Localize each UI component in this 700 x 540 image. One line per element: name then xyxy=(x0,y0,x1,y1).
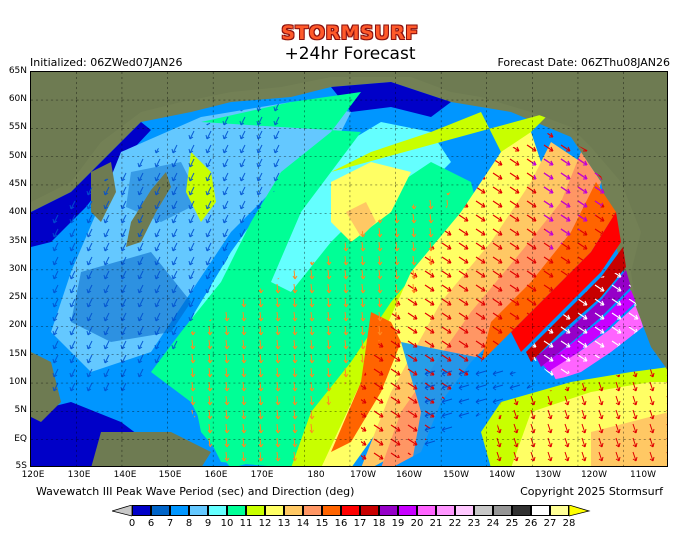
legend-label: 19 xyxy=(391,518,405,529)
legend-swatch xyxy=(189,505,208,516)
legend-label: 12 xyxy=(258,518,272,529)
legend-label: 15 xyxy=(315,518,329,529)
legend-over-arrow xyxy=(569,505,591,517)
lat-label: 20N xyxy=(8,320,27,330)
legend-label: 16 xyxy=(334,518,348,529)
legend-label: 25 xyxy=(505,518,519,529)
legend-label: 6 xyxy=(147,518,155,529)
legend-label: 11 xyxy=(239,518,253,529)
lon-label: 110W xyxy=(629,470,657,480)
lat-label: 25N xyxy=(8,292,27,302)
legend-swatch xyxy=(493,505,512,516)
lat-label: 5S xyxy=(15,461,27,471)
legend-swatch xyxy=(284,505,303,516)
lat-label: 65N xyxy=(8,66,27,76)
legend-swatch xyxy=(455,505,474,516)
lon-label: 120E xyxy=(21,470,45,480)
lon-label: 140E xyxy=(113,470,137,480)
lon-label: 150W xyxy=(442,470,470,480)
legend-label: 20 xyxy=(410,518,424,529)
legend-swatch xyxy=(417,505,436,516)
legend-swatch xyxy=(246,505,265,516)
page-title: +24hr Forecast xyxy=(284,44,416,64)
legend-swatch xyxy=(531,505,550,516)
legend-swatch xyxy=(474,505,493,516)
legend-swatch xyxy=(550,505,569,516)
lat-label: 40N xyxy=(8,207,27,217)
map-canvas xyxy=(31,72,667,466)
legend-swatch xyxy=(398,505,417,516)
legend-under-arrow xyxy=(112,505,132,517)
legend-label: 13 xyxy=(277,518,291,529)
lat-label: 10N xyxy=(8,377,27,387)
lon-label: 160E xyxy=(204,470,228,480)
legend-swatch xyxy=(360,505,379,516)
legend-label: 24 xyxy=(486,518,500,529)
forecast-date: Forecast Date: 06ZThu08JAN26 xyxy=(497,56,670,69)
legend-label: 18 xyxy=(372,518,386,529)
lat-label: 35N xyxy=(8,236,27,246)
legend-swatch xyxy=(379,505,398,516)
legend-swatch xyxy=(512,505,531,516)
lon-label: 120W xyxy=(580,470,608,480)
legend-swatch xyxy=(208,505,227,516)
legend-swatch xyxy=(322,505,341,516)
legend-label: 28 xyxy=(562,518,576,529)
legend-label: 27 xyxy=(543,518,557,529)
legend-label: 7 xyxy=(166,518,174,529)
legend-label: 21 xyxy=(429,518,443,529)
legend-swatch xyxy=(227,505,246,516)
legend-swatch xyxy=(436,505,455,516)
legend-swatch xyxy=(341,505,360,516)
lat-label: 45N xyxy=(8,179,27,189)
legend-swatch xyxy=(132,505,151,516)
map-caption: Wavewatch III Peak Wave Period (sec) and… xyxy=(36,485,355,498)
initialized-time: Initialized: 06ZWed07JAN26 xyxy=(30,56,183,69)
lon-label: 150E xyxy=(158,470,182,480)
legend-swatch xyxy=(151,505,170,516)
lon-label: 170W xyxy=(349,470,377,480)
copyright: Copyright 2025 Stormsurf xyxy=(520,485,663,498)
lon-label: 170E xyxy=(250,470,274,480)
lat-label: 30N xyxy=(8,264,27,274)
lat-label: EQ xyxy=(14,434,27,444)
legend-label: 10 xyxy=(220,518,234,529)
lon-label: 180 xyxy=(307,470,325,480)
legend-label: 26 xyxy=(524,518,538,529)
legend-label: 9 xyxy=(204,518,212,529)
legend-label: 22 xyxy=(448,518,462,529)
legend-label: 14 xyxy=(296,518,310,529)
lon-label: 160W xyxy=(395,470,423,480)
legend-label: 17 xyxy=(353,518,367,529)
lat-label: 15N xyxy=(8,349,27,359)
legend-swatch xyxy=(265,505,284,516)
lon-label: 140W xyxy=(488,470,516,480)
legend-label: 0 xyxy=(128,518,136,529)
lon-label: 130W xyxy=(534,470,562,480)
lat-label: 5N xyxy=(14,405,27,415)
lon-label: 130E xyxy=(67,470,91,480)
wave-period-map xyxy=(30,71,668,467)
legend-label: 23 xyxy=(467,518,481,529)
legend-swatch xyxy=(303,505,322,516)
lat-lon-grid xyxy=(31,72,667,466)
lat-label: 60N xyxy=(8,94,27,104)
legend-swatch xyxy=(170,505,189,516)
brand-logo: STORMSURF xyxy=(281,22,419,44)
lat-label: 55N xyxy=(8,122,27,132)
lat-label: 50N xyxy=(8,151,27,161)
legend-label: 8 xyxy=(185,518,193,529)
